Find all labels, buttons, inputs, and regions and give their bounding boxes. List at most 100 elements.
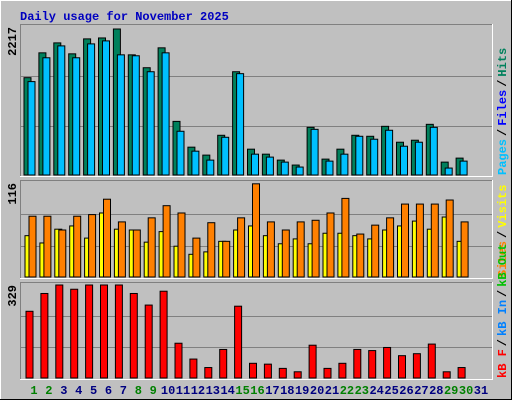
x-tick-label: 13 [206,384,220,398]
bar [338,362,347,379]
bar [40,292,49,379]
legend-separator: / [496,290,510,297]
bar [249,362,257,379]
bar [161,52,170,176]
bar [445,199,454,278]
bar [460,221,469,278]
bar [237,217,246,278]
bar [116,54,125,176]
x-tick-label: 11 [176,384,190,398]
bar [371,224,380,278]
bar [429,126,438,176]
bar [57,45,66,176]
x-tick-label: 17 [265,384,279,398]
x-tick-label: 20 [310,384,324,398]
bar [252,183,260,278]
bar [310,128,319,176]
legend-entry: kB F [496,349,510,378]
x-tick-label: 12 [191,384,205,398]
bar [221,136,230,176]
bar [326,212,335,278]
bar [340,153,349,176]
bar [308,344,317,379]
legend-entry: Visits [496,185,510,228]
bar [146,71,155,176]
bar [129,292,138,379]
bar [72,57,81,176]
x-tick-label: 24 [369,384,383,398]
bar [27,81,36,176]
x-tick-label: 3 [60,384,67,398]
bar [265,156,274,176]
bar [400,145,408,176]
bar [370,138,379,176]
bar [100,284,108,379]
legend-separator: / [496,231,510,238]
bar [356,233,365,278]
x-tick-label: 1 [30,384,37,398]
bar [42,57,51,176]
bar [43,215,52,278]
bar [147,217,156,278]
x-tick-label: 4 [75,384,82,398]
bar [457,367,466,379]
bar [353,348,362,379]
bar [144,304,153,379]
bar [430,203,439,278]
x-tick-label: 18 [280,384,294,398]
bar [311,219,320,278]
bar [85,284,94,379]
x-tick-label: 19 [295,384,309,398]
legend-separator: / [496,129,510,136]
bar [341,197,350,278]
bar [222,240,231,278]
legend-entry: Pages [496,139,510,175]
bar [236,73,245,176]
y-tick-label: 116 [6,183,20,205]
bar [293,371,302,379]
legend-entry: Sites [496,241,510,277]
x-tick-label: 5 [90,384,97,398]
x-tick-label: 23 [355,384,369,398]
x-tick-label: 28 [429,384,443,398]
bar [206,159,215,176]
bar [192,237,201,278]
x-tick-label: 7 [120,384,127,398]
bar [459,160,468,176]
legend: Sites / Visits [496,185,510,277]
legend-entry: Files [496,90,510,126]
bar [401,203,409,278]
bar [176,130,185,176]
bar [368,350,377,379]
legend-entry: kB Out [496,244,510,287]
bar [70,288,79,379]
y-tick-label: 2217 [6,27,20,56]
legend-separator: / [496,339,510,346]
bar [132,229,141,278]
bar [295,166,304,176]
bar [55,284,64,379]
bar [385,129,394,176]
bar [117,221,126,278]
bar [204,367,213,379]
bar [281,229,290,278]
bar [102,40,110,176]
bar [73,215,82,278]
bar [383,346,392,379]
bar [177,212,186,278]
bar [191,150,200,176]
bar [131,55,140,176]
bar [25,310,34,379]
bar [323,367,332,379]
x-tick-label: 10 [161,384,175,398]
bar [278,367,287,379]
x-tick-label: 15 [235,384,249,398]
x-tick-label: 2 [45,384,52,398]
bar [442,371,451,379]
bar [162,205,171,278]
bar [280,161,289,176]
bar [386,217,395,278]
x-tick-label: 31 [474,384,488,398]
x-tick-label: 9 [150,384,157,398]
bar [266,221,275,278]
